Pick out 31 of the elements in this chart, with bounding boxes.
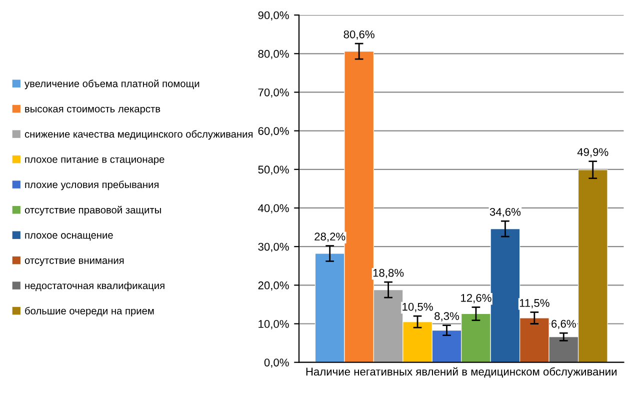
legend-label: плохое питание в стационаре [25,157,164,165]
legend-label: плохие условия пребывания [25,180,158,190]
y-tick-label: 80,0% [258,50,289,60]
legend-label: плохое оснащение [25,233,113,241]
data-label: 49,9% [577,148,608,158]
x-tick-label: Наличие негативных явлений в медицинском обслуживании [306,367,616,378]
y-tick-label: 0,0% [264,358,289,368]
legend-label: увеличение объема платной помощи [24,80,200,90]
y-tick-label: 40,0% [258,204,289,214]
data-label: 11,5% [520,299,550,308]
y-tick-label: 30,0% [258,242,289,252]
legend-label: снижение качества медицинского обслуживания [24,130,253,140]
legend-label: высокая стоимость лекарств [25,106,160,114]
data-label: 28,2% [314,232,346,242]
data-label: 6,6% [552,320,576,330]
legend-label: большие очереди на прием [25,306,154,316]
y-tick-label: 70,0% [258,88,289,98]
y-tick-label: 50,0% [258,166,289,175]
data-label: 8,3% [434,312,460,322]
y-tick-label: 90,0% [258,11,289,20]
legend-label: отсутствие внимания [24,258,124,266]
y-tick-label: 20,0% [258,281,289,291]
legend-label: недостаточная квалификация [25,282,164,292]
y-tick-label: 60,0% [258,127,289,136]
y-tick-label: 10,0% [258,320,289,330]
data-label: 34,6% [490,208,521,218]
data-label: 80,6% [344,30,374,40]
data-label: 18,8% [373,268,404,278]
data-label: 12,6% [461,294,492,304]
legend-label: отсутствие правовой защиты [24,206,161,216]
data-label: 10,5% [402,302,433,312]
